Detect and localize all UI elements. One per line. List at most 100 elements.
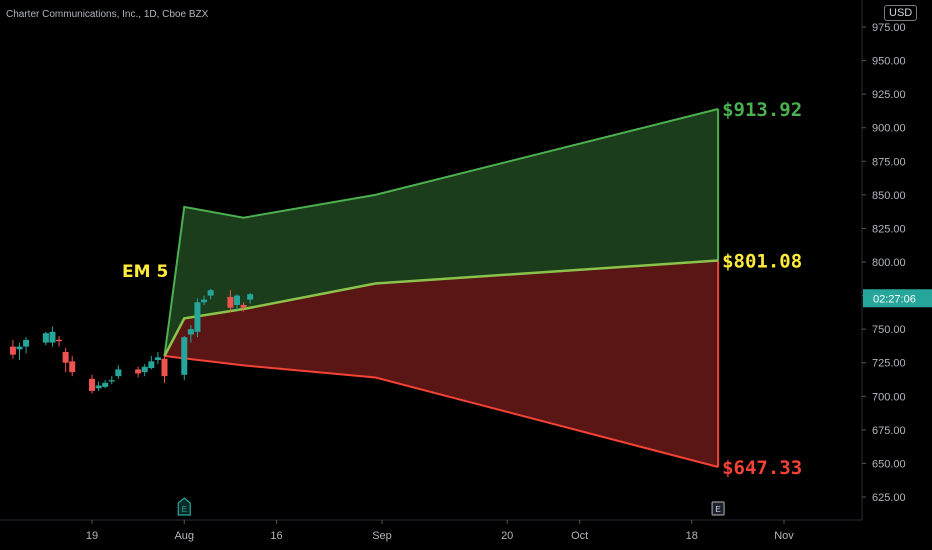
candle-body [16,346,23,350]
earnings-marker: E [177,497,191,516]
candle [89,374,95,394]
countdown-text: 02:27:06 [873,293,916,305]
candle [233,294,240,311]
candle [148,356,155,370]
countdown-badge [863,289,932,308]
time-tick-label: Sep [372,530,392,542]
candle [42,331,49,346]
price-tick-label: 975.00 [872,22,906,34]
candle-body [108,380,115,382]
price-tick-label: 625.00 [872,492,906,504]
time-tick-label: Nov [774,530,794,542]
candle-body [141,366,148,373]
candle [115,365,122,379]
candle-body [23,339,30,347]
price-tick-label: 650.00 [872,458,906,470]
candle [227,290,234,312]
time-tick-label: 18 [686,530,698,542]
candle-body [181,337,188,375]
candle-body [62,351,69,363]
price-label: $801.08 [722,251,802,273]
price-tick-label: 875.00 [872,156,906,168]
upper-bound-line [163,108,719,357]
lower-band-area [164,260,719,468]
price-tick-label: 675.00 [872,425,906,437]
candle [69,356,76,377]
candle-body [148,361,155,369]
candle [141,364,148,377]
candle [181,335,188,381]
candle-body [89,378,95,391]
earnings-marker-shape [177,497,191,516]
time-tick-label: 20 [501,530,513,542]
candle [56,335,63,347]
candle [135,366,142,378]
candle [247,292,254,304]
candle-body [56,339,63,342]
candle-body [247,294,254,300]
chart-annotations: EM 5 $913.92 $801.08 $647.33 [122,99,802,479]
candle-body [194,302,201,332]
candle-body [233,295,240,305]
candlestick-series [9,288,254,394]
candle [201,295,208,305]
candle [102,380,109,389]
price-tick-label: 825.00 [872,223,906,235]
candle-body [201,299,208,303]
time-axis[interactable]: 19 Aug 16 Sep 20 Oct 18 Nov [0,519,862,542]
candle-body [187,329,194,335]
candle [16,342,23,361]
candle-body [161,358,168,377]
candle [95,381,102,391]
candle [207,288,214,300]
price-tick-label: 750.00 [872,324,906,336]
price-label: $913.92 [722,99,802,121]
candle-body [42,333,49,343]
candle [49,326,56,347]
candle [154,351,161,365]
candle-body [9,346,16,355]
price-tick-label: 925.00 [872,89,906,101]
earnings-marker-letter: E [715,505,720,514]
price-tick-label: 950.00 [872,56,906,68]
candle-body [95,385,102,389]
earnings-marker-shape [711,501,725,516]
candle [161,356,168,383]
candle-body [115,369,122,377]
time-tick-label: Aug [174,530,194,542]
lower-bound-line [164,355,719,468]
candle-body [49,331,56,343]
upper-band-area [164,109,719,356]
price-tick-label: 850.00 [872,190,906,202]
candle [240,302,247,312]
em-label: EM 5 [122,262,168,282]
candle [108,376,115,385]
candle [194,298,201,338]
price-axis[interactable]: 975.00 950.00 925.00 900.00 875.00 850.00 825.… [861,0,932,520]
price-tick-label: 725.00 [872,358,906,370]
time-tick-label: Oct [571,530,588,542]
candle-body [135,369,142,374]
expected-move-bands [163,108,720,468]
candle [62,347,69,373]
candle [9,339,16,359]
currency-badge[interactable]: USD [884,5,918,21]
symbol-title: Charter Communications, Inc., 1D, Cboe B… [6,9,209,20]
earnings-marker-letter: E [182,505,187,514]
earnings-marker: E [711,501,725,516]
candle-body [207,290,214,296]
price-tick-label: 900.00 [872,123,906,135]
candle-body [154,357,161,361]
price-label: $647.33 [722,457,802,479]
price-tick-label: 800.00 [872,257,906,269]
time-tick-label: 19 [86,530,98,542]
candle [23,337,30,354]
candle-body [69,361,76,373]
candle-body [240,304,247,308]
candle [187,325,194,343]
time-tick-label: 16 [270,530,282,542]
candle-body [102,382,109,387]
candle-body [227,296,234,308]
